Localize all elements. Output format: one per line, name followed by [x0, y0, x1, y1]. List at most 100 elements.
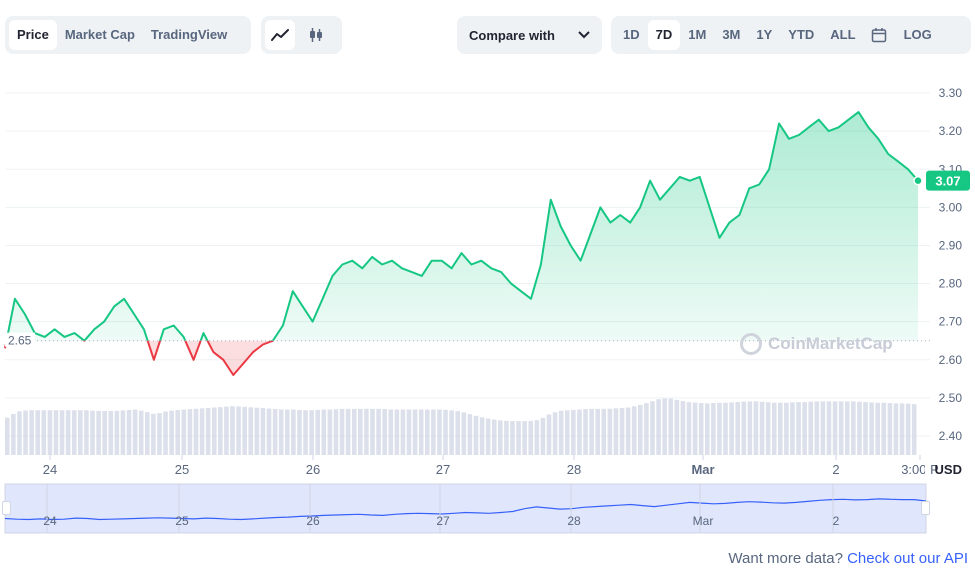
volume-bar — [65, 410, 71, 455]
volume-bar — [619, 407, 625, 455]
range-1m[interactable]: 1M — [688, 27, 707, 42]
log-scale-button[interactable]: LOG — [903, 27, 932, 42]
volume-bar — [84, 410, 89, 455]
x-tick-label: 24 — [43, 462, 57, 477]
volume-bar — [613, 408, 619, 455]
x-tick-label: 28 — [567, 462, 581, 477]
tab-tradingview[interactable]: TradingView — [150, 27, 228, 42]
range-1d[interactable]: 1D — [623, 27, 640, 42]
volume-bar — [205, 407, 211, 455]
volume-bar — [187, 409, 193, 455]
volume-bar — [382, 409, 387, 455]
volume-bar — [540, 417, 546, 455]
volume-bar — [418, 409, 424, 455]
volume-bar — [339, 408, 345, 455]
volume-bar — [303, 410, 308, 455]
x-tick-label: Mar — [691, 462, 714, 477]
volume-bar — [607, 408, 613, 455]
price-area-down — [5, 340, 273, 375]
volume-bar — [516, 421, 521, 455]
tab-price[interactable]: Price — [9, 20, 57, 50]
y-unit-label: USD — [935, 462, 962, 477]
x-axis-mask — [925, 460, 931, 480]
volume-bar — [181, 409, 187, 455]
volume-bar — [437, 409, 442, 455]
api-promo: Want more data? Check out our API — [728, 550, 968, 567]
navigator-window — [4, 483, 927, 534]
volume-bar — [534, 420, 540, 455]
volume-bar — [169, 410, 174, 455]
navigator-tick-label: 2 — [833, 514, 840, 528]
volume-bar — [199, 408, 205, 455]
range-7d[interactable]: 7D — [647, 20, 681, 50]
view-tabs: Price Market Cap TradingView — [5, 16, 251, 54]
volume-bar — [163, 411, 168, 455]
volume-bar — [765, 402, 771, 455]
volume-bar — [211, 407, 217, 455]
calendar-icon[interactable] — [864, 20, 894, 50]
tab-market-cap[interactable]: Market Cap — [64, 27, 135, 42]
volume-bar — [412, 409, 418, 455]
volume-bar — [78, 410, 83, 455]
volume-bar — [406, 409, 412, 455]
x-tick-label: 3:00 P — [901, 462, 939, 477]
volume-bar — [571, 409, 576, 455]
volume-bar — [473, 415, 479, 455]
volume-bar — [479, 417, 485, 455]
volume-bar — [796, 402, 801, 455]
range-all[interactable]: ALL — [830, 27, 856, 42]
x-tick-label: 27 — [436, 462, 450, 477]
volume-bar — [704, 403, 710, 455]
range-3m[interactable]: 3M — [722, 27, 741, 42]
volume-bar — [711, 403, 716, 455]
volume-bar — [23, 410, 28, 455]
volume-bar — [808, 401, 814, 455]
volume-bar — [784, 402, 789, 455]
volume-bar — [236, 406, 241, 455]
volume-bar — [589, 408, 594, 455]
volume-bar — [126, 409, 132, 455]
volume-bar — [278, 409, 284, 455]
volume-bar — [656, 399, 661, 455]
volume-bar — [668, 398, 674, 455]
volume-bar — [686, 402, 692, 455]
volume-bar — [802, 402, 807, 455]
api-link[interactable]: Check out our API — [847, 550, 968, 567]
y-tick-label: 2.50 — [939, 391, 963, 405]
y-tick-label: 2.60 — [939, 353, 963, 367]
volume-bar — [832, 401, 838, 455]
volume-bar — [333, 409, 339, 455]
volume-bar — [662, 398, 667, 455]
volume-bar — [631, 406, 637, 455]
volume-bar — [753, 401, 759, 455]
range-ytd[interactable]: YTD — [788, 27, 815, 42]
volume-bar — [510, 421, 515, 455]
volume-bar — [498, 420, 503, 455]
volume-bar — [692, 402, 698, 455]
volume-bar — [321, 409, 327, 455]
compare-dropdown[interactable]: Compare with — [457, 16, 602, 54]
volume-bar — [59, 410, 65, 455]
volume-bar — [17, 411, 22, 455]
current-price-label: 3.07 — [935, 174, 960, 189]
volume-bar — [193, 408, 199, 455]
navigator-tick-label: 24 — [43, 514, 57, 528]
api-promo-text: Want more data? — [728, 550, 848, 567]
navigator-tick-label: Mar — [693, 514, 714, 528]
navigator-right-handle[interactable] — [921, 501, 930, 515]
volume-bar — [351, 408, 357, 455]
range-1y[interactable]: 1Y — [756, 27, 773, 42]
x-tick-label: 25 — [175, 462, 189, 477]
line-chart-icon[interactable] — [265, 20, 295, 50]
volume-bar — [851, 401, 856, 455]
volume-bar — [881, 402, 887, 455]
volume-bar — [35, 410, 41, 455]
volume-bar — [309, 410, 314, 455]
y-tick-label: 2.40 — [939, 429, 963, 443]
volume-bar — [625, 407, 631, 455]
candlestick-icon[interactable] — [301, 20, 331, 50]
volume-bar — [893, 403, 899, 455]
navigator-left-handle[interactable] — [2, 501, 11, 515]
reference-price-label: 2.65 — [8, 334, 32, 348]
